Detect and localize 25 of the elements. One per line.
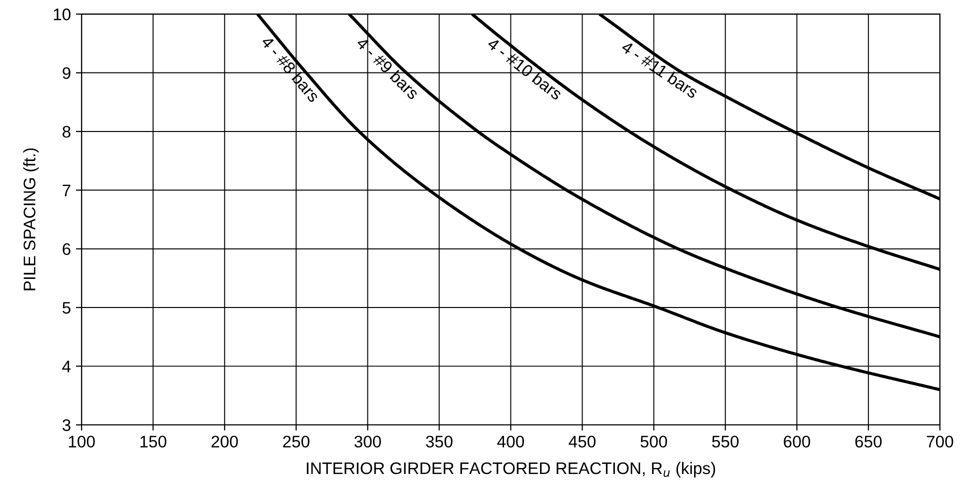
y-tick-label: 7 xyxy=(62,184,70,196)
y-tick-label: 8 xyxy=(62,126,70,138)
x-tick-label: 250 xyxy=(283,436,310,448)
text: 4 - #11 bars xyxy=(620,40,700,99)
y-tick-label: 9 xyxy=(62,67,70,79)
x-tick-label: 700 xyxy=(926,436,954,448)
x-tick-label: 350 xyxy=(426,436,452,448)
text: 4 - #10 bars xyxy=(486,36,564,100)
y-axis-title: PILE SPACING (ft.) xyxy=(23,148,39,290)
x-axis-title: INTERIOR GIRDER FACTORED REACTION, R$_{u}$ (kips) xyxy=(306,462,716,478)
x-tick-label: 200 xyxy=(212,436,238,448)
x-tick-label: 600 xyxy=(784,436,810,448)
y-tick-label: 4 xyxy=(62,360,71,372)
y-tick-label: 6 xyxy=(62,243,70,256)
x-tick-label: 650 xyxy=(855,436,882,448)
x-tick-label: 400 xyxy=(497,436,524,448)
x-tick-label: 100 xyxy=(68,436,95,448)
x-tick-label: 500 xyxy=(640,436,668,448)
x-tick-label: 450 xyxy=(568,436,596,448)
x-tick-label: 150 xyxy=(140,436,166,448)
x-tick-label: 300 xyxy=(354,436,381,448)
y-tick-label: 5 xyxy=(62,302,70,314)
y-tick-label: 10 xyxy=(54,8,70,20)
x-tick-label: 550 xyxy=(712,436,739,448)
y-tick-label: 3 xyxy=(62,419,70,432)
